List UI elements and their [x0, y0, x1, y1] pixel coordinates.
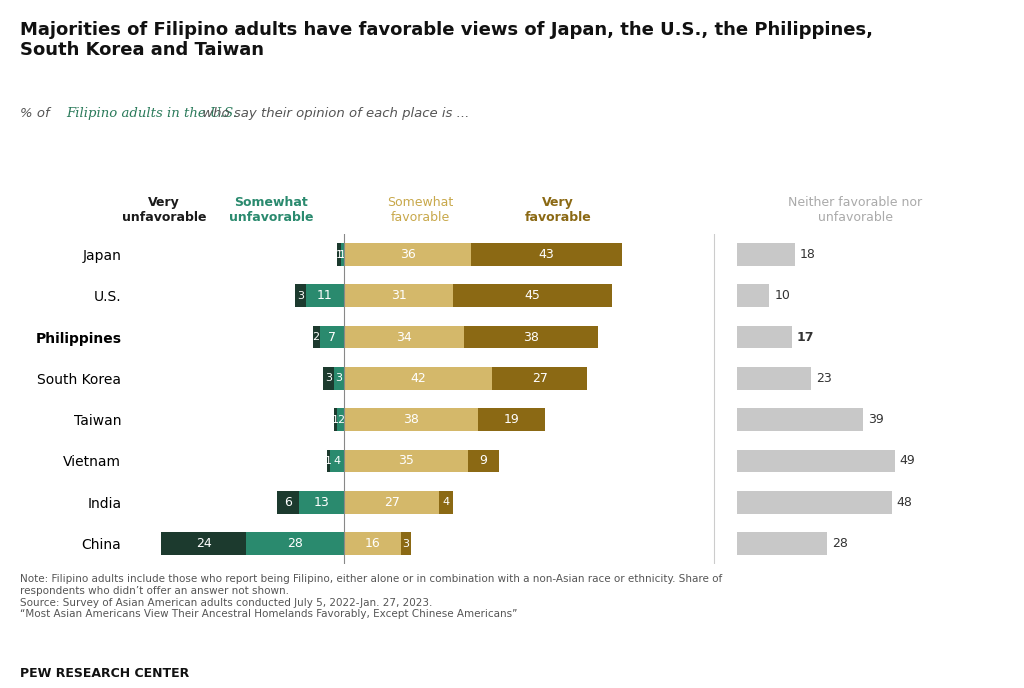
Text: 13: 13: [313, 496, 330, 508]
Bar: [337, 409, 344, 431]
Text: 3: 3: [297, 291, 304, 301]
Bar: [737, 244, 796, 266]
Text: 18: 18: [800, 248, 816, 261]
Bar: [334, 409, 337, 431]
Text: 43: 43: [539, 248, 555, 261]
Text: 42: 42: [411, 372, 426, 385]
Text: Note: Filipino adults include those who report being Filipino, either alone or i: Note: Filipino adults include those who …: [20, 574, 723, 619]
Bar: [737, 491, 892, 513]
Bar: [344, 533, 400, 555]
Text: 27: 27: [531, 372, 548, 385]
Bar: [737, 533, 827, 555]
Text: 28: 28: [833, 537, 848, 550]
Bar: [344, 491, 439, 513]
Bar: [337, 244, 341, 266]
Text: 11: 11: [317, 290, 333, 302]
Text: 28: 28: [287, 537, 303, 550]
Text: 19: 19: [504, 413, 519, 426]
Text: Somewhat
favorable: Somewhat favorable: [387, 195, 453, 224]
Bar: [439, 491, 454, 513]
Bar: [464, 326, 598, 349]
Text: 6: 6: [284, 496, 292, 508]
Text: 3: 3: [336, 374, 343, 383]
Bar: [737, 326, 792, 349]
Bar: [493, 367, 587, 390]
Bar: [295, 285, 305, 308]
Bar: [737, 285, 769, 308]
Bar: [344, 285, 454, 308]
Bar: [737, 450, 895, 472]
Text: 10: 10: [774, 290, 791, 302]
Bar: [162, 533, 246, 555]
Bar: [737, 367, 811, 390]
Text: 27: 27: [384, 496, 399, 508]
Text: 36: 36: [399, 248, 416, 261]
Text: 35: 35: [398, 455, 414, 467]
Text: 3: 3: [325, 374, 332, 383]
Bar: [344, 450, 468, 472]
Text: 1: 1: [325, 456, 332, 466]
Bar: [478, 409, 545, 431]
Text: Neither favorable nor
unfavorable: Neither favorable nor unfavorable: [788, 195, 922, 224]
Bar: [468, 450, 500, 472]
Text: 16: 16: [365, 537, 380, 550]
Text: 17: 17: [797, 331, 814, 343]
Bar: [331, 450, 344, 472]
Bar: [299, 491, 344, 513]
Text: 48: 48: [897, 496, 912, 508]
Text: Filipino adults in the U.S.: Filipino adults in the U.S.: [67, 107, 238, 120]
Bar: [344, 409, 478, 431]
Bar: [246, 533, 344, 555]
Text: PEW RESEARCH CENTER: PEW RESEARCH CENTER: [20, 667, 189, 680]
Text: 7: 7: [328, 331, 336, 343]
Bar: [278, 491, 299, 513]
Text: 4: 4: [442, 497, 450, 507]
Bar: [327, 450, 331, 472]
Bar: [344, 326, 464, 349]
Text: Very
unfavorable: Very unfavorable: [122, 195, 206, 224]
Text: % of: % of: [20, 107, 54, 120]
Bar: [344, 367, 493, 390]
Text: Majorities of Filipino adults have favorable views of Japan, the U.S., the Phili: Majorities of Filipino adults have favor…: [20, 21, 873, 59]
Text: 2: 2: [337, 415, 344, 424]
Text: 38: 38: [403, 413, 419, 426]
Text: Somewhat
unfavorable: Somewhat unfavorable: [229, 195, 313, 224]
Text: 9: 9: [479, 455, 487, 467]
Text: 4: 4: [334, 456, 341, 466]
Text: 3: 3: [402, 539, 410, 548]
Text: 49: 49: [900, 455, 915, 467]
Bar: [737, 409, 863, 431]
Bar: [344, 244, 471, 266]
Text: 2: 2: [312, 332, 319, 342]
Text: 1: 1: [339, 250, 346, 259]
Bar: [319, 326, 344, 349]
Text: 31: 31: [391, 290, 407, 302]
Bar: [471, 244, 623, 266]
Bar: [324, 367, 334, 390]
Text: 1: 1: [336, 250, 343, 259]
Text: 39: 39: [867, 413, 884, 426]
Text: Very
favorable: Very favorable: [524, 195, 592, 224]
Text: 1: 1: [332, 415, 339, 424]
Text: 24: 24: [196, 537, 211, 550]
Bar: [334, 367, 344, 390]
Bar: [341, 244, 344, 266]
Bar: [400, 533, 412, 555]
Text: 45: 45: [524, 290, 541, 302]
Text: who say their opinion of each place is ...: who say their opinion of each place is .…: [198, 107, 469, 120]
Text: 23: 23: [816, 372, 831, 385]
Bar: [312, 326, 319, 349]
Bar: [454, 285, 612, 308]
Text: 38: 38: [523, 331, 539, 343]
Bar: [305, 285, 344, 308]
Text: 34: 34: [396, 331, 412, 343]
